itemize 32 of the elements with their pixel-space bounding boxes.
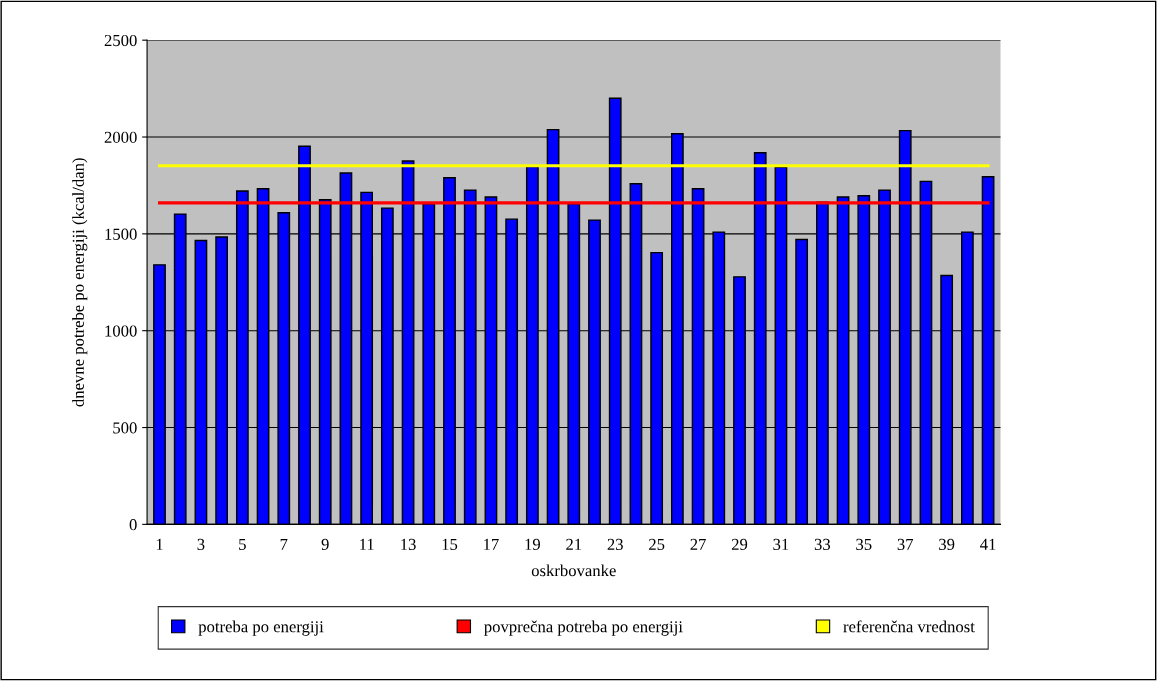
x-tick-label: 9	[321, 538, 329, 550]
x-tick-label: 3	[197, 538, 205, 550]
x-tick-label: 17	[484, 538, 499, 550]
x-tick-label: 23	[607, 538, 623, 550]
x-tick-label: 21	[566, 538, 582, 550]
x-axis-title: oskrbovanke	[531, 564, 616, 577]
x-tick-label: 29	[731, 538, 748, 550]
y-tick-label: 2000	[104, 131, 137, 143]
y-tick-label: 2500	[104, 34, 137, 47]
x-tick-label: 19	[525, 538, 541, 550]
legend-label: potreba po energiji	[198, 620, 324, 636]
y-tick-label: 1000	[105, 325, 137, 337]
y-tick-label: 1500	[105, 228, 137, 240]
x-tick-label: 11	[360, 538, 374, 550]
legend-label: referenčna vrednost	[843, 620, 975, 633]
x-tick-label: 41	[980, 538, 996, 550]
legend-label: povprečna potreba po energiji	[484, 620, 683, 636]
y-tick-label: 0	[129, 519, 137, 531]
y-axis-title: dnevne potrebe po energiji (kcal/dan)	[72, 158, 88, 407]
x-tick-label: 13	[401, 538, 416, 550]
x-tick-label: 37	[897, 538, 914, 550]
y-tick-label: 500	[113, 422, 137, 434]
x-tick-label: 31	[773, 538, 789, 550]
x-tick-label: 35	[856, 538, 872, 550]
x-tick-label: 33	[814, 538, 831, 550]
x-tick-label: 25	[649, 538, 665, 550]
x-tick-label: 1	[156, 538, 163, 550]
x-tick-label: 15	[442, 538, 458, 550]
x-tick-label: 5	[239, 538, 246, 550]
x-tick-label: 7	[280, 538, 288, 550]
x-tick-label: 27	[690, 538, 706, 550]
x-tick-label: 39	[939, 538, 955, 550]
